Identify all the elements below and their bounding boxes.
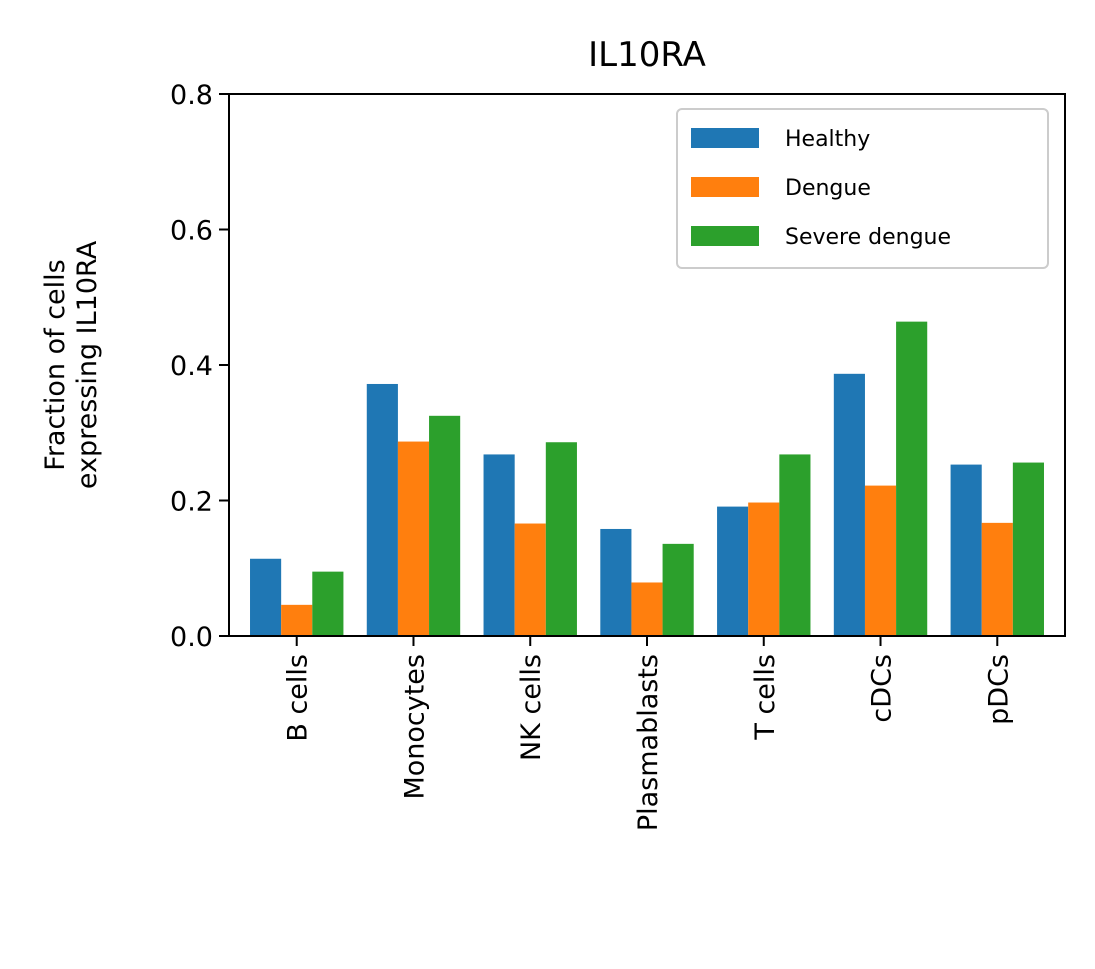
legend-swatch-dengue <box>691 177 759 197</box>
bars <box>250 321 1044 636</box>
legend-label-dengue: Dengue <box>785 176 871 201</box>
y-tick-label: 0.6 <box>170 216 213 247</box>
x-tick-label-pdcs: pDCs <box>983 654 1014 725</box>
x-tick-label-nk-cells: NK cells <box>516 654 547 761</box>
x-tick-label-b-cells: B cells <box>283 654 314 742</box>
y-axis-title-line: expressing IL10RA <box>72 240 103 489</box>
bar-dengue-pdcs <box>981 522 1013 636</box>
bar-healthy-nk-cells <box>483 454 515 636</box>
bar-severe-dengue-t-cells <box>779 454 811 636</box>
legend: Healthy Dengue Severe dengue <box>676 108 1049 269</box>
bar-healthy-t-cells <box>717 506 749 636</box>
legend-label-healthy: Healthy <box>785 127 870 152</box>
x-tick-label-plasmablasts: Plasmablasts <box>633 654 664 831</box>
bar-healthy-b-cells <box>250 558 282 636</box>
y-axis-title: Fraction of cells expressing IL10RA <box>40 240 103 489</box>
bar-severe-dengue-monocytes <box>429 415 461 636</box>
x-axis: B cells Monocytes NK cells Plasmablasts T ce… <box>283 636 1014 831</box>
legend-label-severe-dengue: Severe dengue <box>785 225 951 250</box>
x-tick-label-t-cells: T cells <box>750 654 781 741</box>
bar-dengue-plasmablasts <box>631 582 663 636</box>
x-tick-label-cdcs: cDCs <box>867 654 898 723</box>
bar-dengue-monocytes <box>397 441 430 636</box>
y-axis-title-line: Fraction of cells <box>40 259 71 471</box>
chart-title: IL10RA <box>588 35 706 75</box>
y-axis: 0.0 0.2 0.4 0.6 0.8 <box>170 80 229 653</box>
bar-dengue-cdcs <box>864 485 897 636</box>
bar-severe-dengue-cdcs <box>896 321 928 636</box>
y-tick-label: 0.4 <box>170 351 213 382</box>
y-tick-label: 0.2 <box>170 487 213 518</box>
legend-swatch-healthy <box>691 128 759 148</box>
bar-severe-dengue-b-cells <box>312 571 344 636</box>
bar-healthy-pdcs <box>950 464 982 636</box>
y-tick-label: 0.8 <box>170 80 213 111</box>
bar-severe-dengue-plasmablasts <box>662 543 694 636</box>
bar-healthy-monocytes <box>366 383 398 636</box>
bar-severe-dengue-pdcs <box>1012 462 1044 636</box>
bar-severe-dengue-nk-cells <box>545 442 577 636</box>
x-tick-label-monocytes: Monocytes <box>399 654 430 800</box>
legend-box <box>676 108 1049 269</box>
plot-frame <box>228 93 1066 637</box>
legend-swatch-severe-dengue <box>691 226 759 246</box>
y-tick-label: 0.0 <box>170 622 213 653</box>
bar-dengue-b-cells <box>281 604 313 636</box>
bar-healthy-plasmablasts <box>600 528 632 636</box>
bar-dengue-nk-cells <box>514 523 546 636</box>
bar-healthy-cdcs <box>833 373 865 636</box>
bar-dengue-t-cells <box>748 502 780 636</box>
